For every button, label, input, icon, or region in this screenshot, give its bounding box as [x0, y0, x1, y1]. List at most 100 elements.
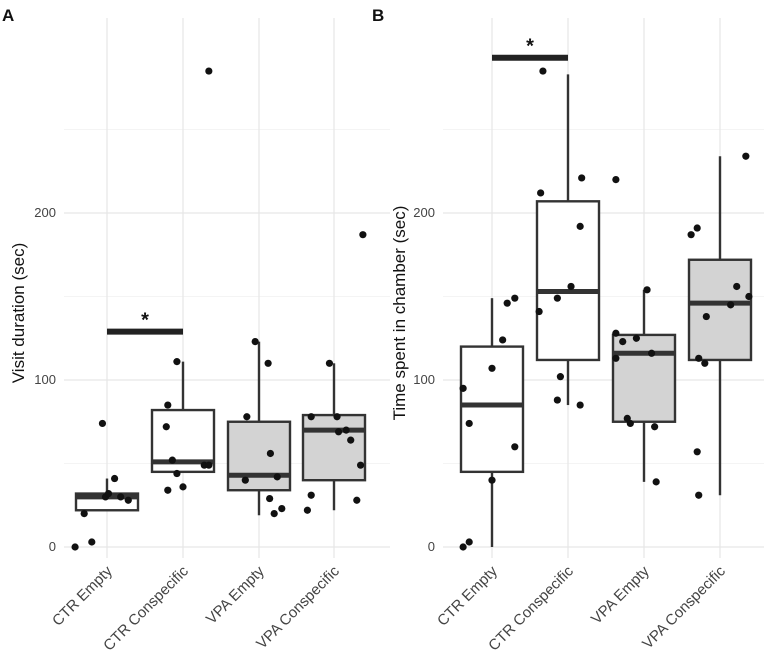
x-tick-label: VPA Conspecific	[639, 562, 729, 652]
data-point	[241, 476, 249, 484]
data-point	[619, 337, 627, 346]
data-point	[503, 299, 511, 307]
y-tick-label: 200	[413, 205, 435, 220]
data-point	[325, 359, 334, 367]
data-point	[117, 493, 125, 501]
data-point	[334, 428, 343, 436]
data-point	[270, 509, 278, 518]
data-point	[651, 423, 659, 431]
panel-label: B	[372, 6, 384, 25]
data-point	[342, 426, 350, 434]
data-point	[353, 496, 361, 504]
data-point	[648, 349, 656, 357]
data-point	[251, 337, 259, 346]
data-point	[465, 538, 473, 546]
panel-b: 0 100 200 B Time spent in chamber (sec) * CTR …	[372, 6, 764, 654]
data-point	[693, 224, 701, 232]
data-point	[488, 364, 496, 372]
significance-star: *	[141, 310, 149, 332]
data-point	[576, 401, 584, 409]
data-point	[104, 489, 113, 498]
box-vpa-conspecific	[687, 156, 753, 496]
data-point	[695, 491, 703, 499]
data-point	[459, 384, 467, 392]
data-point	[459, 543, 467, 551]
data-point	[88, 538, 96, 546]
data-point	[273, 473, 281, 481]
data-point	[535, 307, 543, 316]
data-point	[511, 294, 519, 302]
data-point	[98, 419, 107, 428]
y-tick-label: 100	[34, 372, 56, 387]
box-vpa-empty	[611, 289, 677, 482]
box-vpa-empty	[226, 341, 292, 516]
data-point	[499, 336, 507, 344]
data-point	[553, 396, 561, 404]
box-ctr-conspecific	[535, 74, 601, 406]
iqr-box	[301, 413, 367, 482]
data-point	[124, 496, 132, 504]
data-point	[652, 478, 660, 486]
data-point	[626, 419, 634, 428]
data-point	[307, 413, 315, 421]
data-point	[179, 483, 187, 491]
data-point	[742, 152, 750, 160]
data-point	[632, 334, 641, 342]
data-point	[511, 443, 519, 451]
iqr-box	[611, 333, 677, 423]
x-tick-label: VPA Empty	[203, 562, 268, 627]
data-point	[347, 436, 355, 444]
data-point	[695, 354, 703, 362]
data-point	[687, 231, 695, 239]
data-point	[278, 504, 286, 513]
significance-star: *	[526, 36, 534, 58]
data-point	[488, 476, 496, 484]
data-point	[173, 358, 181, 366]
data-point	[266, 494, 274, 503]
data-point	[205, 461, 213, 469]
data-point	[727, 301, 735, 309]
x-tick-label: CTR Empty	[49, 562, 116, 629]
data-point	[539, 67, 547, 75]
data-point	[168, 456, 176, 464]
data-point	[553, 294, 561, 302]
data-point	[578, 174, 586, 182]
data-point	[164, 401, 172, 409]
data-point	[567, 282, 575, 291]
data-point	[556, 373, 565, 381]
data-point	[537, 189, 545, 197]
data-point	[576, 222, 584, 230]
data-point	[162, 423, 170, 431]
data-point	[173, 469, 181, 478]
data-point	[80, 509, 88, 518]
data-point	[71, 543, 79, 551]
iqr-box	[226, 420, 292, 492]
iqr-box	[687, 258, 753, 362]
data-point	[612, 354, 620, 362]
data-point	[745, 292, 753, 301]
box-ctr-conspecific	[150, 361, 216, 474]
data-point	[702, 312, 710, 321]
y-tick-label: 0	[428, 539, 435, 554]
box-vpa-conspecific	[301, 363, 367, 511]
data-point	[357, 461, 365, 469]
data-point	[359, 231, 367, 239]
y-axis-label: Time spent in chamber (sec)	[390, 206, 409, 421]
data-point	[111, 474, 119, 483]
data-point	[266, 449, 274, 458]
data-point	[612, 329, 620, 337]
data-point	[205, 67, 213, 75]
x-tick-label: VPA Empty	[588, 562, 653, 627]
data-point	[701, 359, 709, 367]
data-point	[303, 506, 311, 514]
data-point	[333, 413, 341, 421]
data-point	[264, 359, 272, 367]
y-tick-label: 200	[34, 205, 56, 220]
x-tick-label: CTR Empty	[434, 562, 501, 629]
data-point	[465, 419, 473, 428]
data-point	[243, 413, 251, 421]
data-point	[643, 286, 651, 294]
y-axis-label: Visit duration (sec)	[9, 243, 28, 383]
